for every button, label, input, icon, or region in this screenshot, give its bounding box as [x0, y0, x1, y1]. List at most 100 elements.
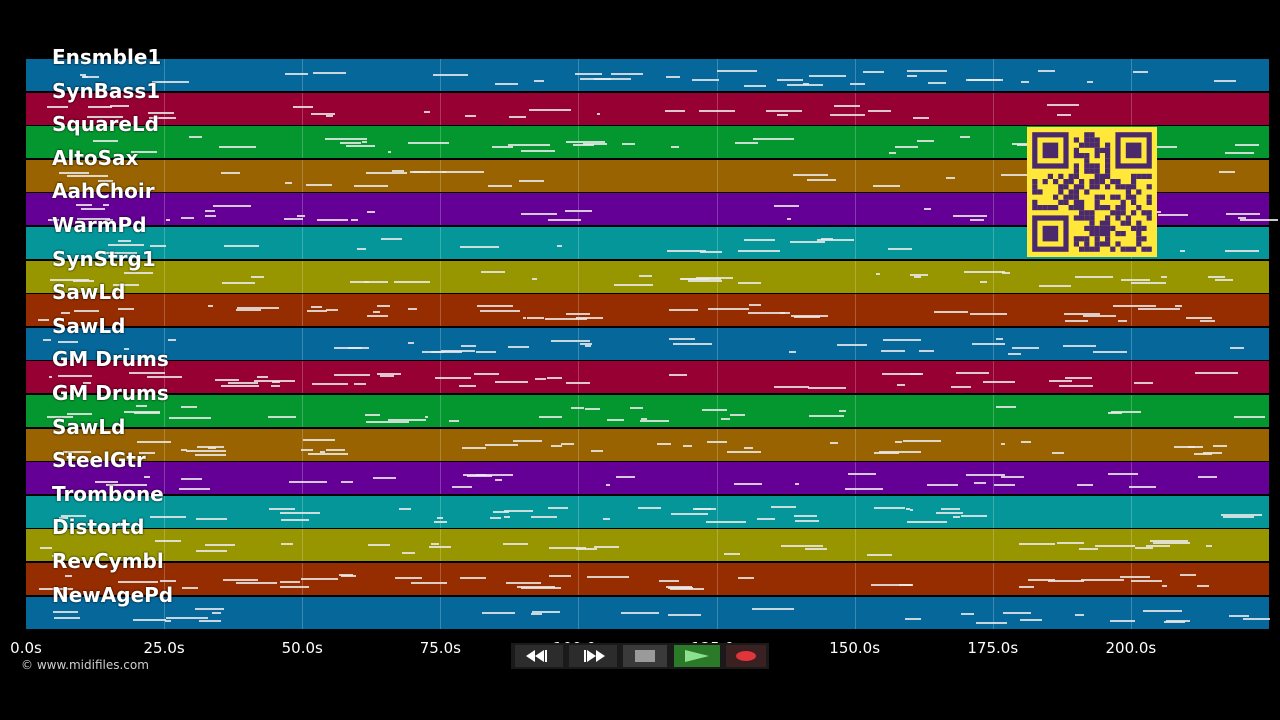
- note-mark: [774, 386, 809, 389]
- note-mark: [223, 578, 258, 581]
- note-mark: [42, 338, 51, 341]
- gridline: [855, 260, 856, 293]
- track-lane[interactable]: [26, 59, 1269, 91]
- gridline: [302, 294, 303, 327]
- track-lane[interactable]: [26, 428, 1269, 461]
- note-mark: [58, 341, 78, 344]
- note-mark: [356, 247, 366, 250]
- note-mark: [117, 239, 131, 242]
- track-lane[interactable]: [26, 327, 1269, 360]
- track-lane[interactable]: [26, 596, 1271, 629]
- gridline: [993, 529, 994, 562]
- track-lane[interactable]: [26, 529, 1269, 562]
- note-mark: [222, 282, 255, 285]
- note-mark: [1133, 70, 1148, 73]
- note-mark: [148, 112, 175, 115]
- note-mark: [326, 448, 345, 451]
- track-lane[interactable]: [26, 462, 1269, 495]
- note-mark: [1130, 580, 1163, 583]
- note-mark: [340, 141, 361, 144]
- note-mark: [902, 439, 941, 442]
- note-mark: [67, 412, 93, 415]
- gridline: [578, 159, 579, 192]
- note-mark: [181, 586, 199, 589]
- gridline: [1131, 428, 1132, 461]
- note-mark: [610, 73, 644, 76]
- note-mark: [848, 473, 877, 476]
- stop-button[interactable]: [623, 645, 667, 667]
- note-mark: [368, 544, 390, 547]
- track-lane[interactable]: [26, 260, 1269, 293]
- gridline: [302, 428, 303, 461]
- gridline: [302, 361, 303, 394]
- note-mark: [757, 518, 776, 521]
- gridline: [855, 92, 856, 125]
- note-mark: [268, 507, 295, 510]
- track-lane[interactable]: [26, 395, 1269, 427]
- note-mark: [1187, 446, 1203, 449]
- note-mark: [58, 516, 69, 519]
- gridline: [164, 227, 165, 259]
- track-lane[interactable]: [26, 92, 1269, 125]
- note-mark: [1223, 515, 1254, 518]
- gridline: [855, 462, 856, 495]
- rewind-icon: [526, 650, 547, 662]
- note-mark: [1038, 285, 1071, 288]
- note-mark: [1134, 382, 1153, 385]
- note-mark: [366, 315, 388, 318]
- note-mark: [1107, 412, 1123, 415]
- note-mark: [1019, 586, 1034, 589]
- gridline: [855, 193, 856, 226]
- note-mark: [462, 447, 486, 449]
- note-mark: [679, 277, 710, 280]
- note-mark: [571, 407, 585, 410]
- gridline: [440, 92, 441, 125]
- note-mark: [300, 578, 339, 581]
- note-mark: [353, 184, 388, 187]
- note-mark: [965, 473, 1005, 476]
- rewind-button[interactable]: [515, 645, 563, 667]
- note-mark: [394, 280, 430, 283]
- note-mark: [919, 349, 935, 352]
- note-mark: [123, 271, 154, 274]
- track-lane[interactable]: [26, 361, 1269, 394]
- note-mark: [602, 517, 610, 520]
- note-mark: [530, 515, 557, 518]
- note-mark: [518, 180, 544, 183]
- note-mark: [284, 72, 308, 75]
- note-mark: [1134, 547, 1153, 550]
- note-mark: [566, 313, 591, 316]
- gridline: [164, 428, 165, 461]
- note-mark: [123, 347, 130, 350]
- note-mark: [307, 453, 348, 456]
- note-mark: [102, 203, 109, 206]
- track-lane[interactable]: [26, 294, 1269, 327]
- gridline: [855, 495, 856, 528]
- note-mark: [786, 84, 824, 87]
- note-mark: [377, 304, 390, 307]
- play-button[interactable]: [674, 645, 720, 667]
- note-mark: [1242, 618, 1271, 621]
- gridline: [855, 59, 856, 91]
- fast-forward-button[interactable]: [569, 645, 617, 667]
- note-mark: [951, 385, 972, 388]
- track-lane[interactable]: [26, 563, 1269, 595]
- note-mark: [1213, 79, 1237, 82]
- note-mark: [38, 587, 74, 590]
- gridline: [302, 529, 303, 562]
- note-mark: [204, 210, 215, 213]
- note-mark: [388, 419, 427, 422]
- note-mark: [845, 487, 883, 490]
- note-mark: [777, 114, 789, 117]
- note-mark: [311, 383, 348, 386]
- gridline: [578, 193, 579, 226]
- gridline: [578, 327, 579, 360]
- note-mark: [1027, 578, 1055, 581]
- note-mark: [816, 238, 854, 241]
- note-mark: [83, 76, 99, 79]
- note-mark: [836, 343, 867, 346]
- record-button[interactable]: [726, 645, 766, 667]
- track-lane[interactable]: [26, 495, 1269, 528]
- note-mark: [430, 351, 462, 354]
- note-mark: [557, 244, 562, 247]
